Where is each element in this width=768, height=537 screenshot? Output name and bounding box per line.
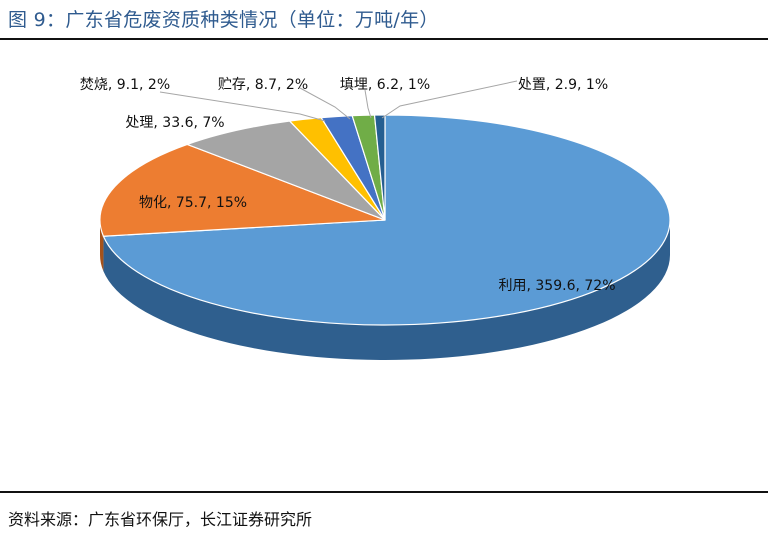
data-label-贮存: 贮存, 8.7, 2% <box>218 77 308 93</box>
data-label-处理: 处理, 33.6, 7% <box>125 115 224 131</box>
top-divider <box>0 38 768 40</box>
leader-line-焚烧 <box>159 91 326 122</box>
pie-slice-物化 <box>99 143 386 237</box>
chart-title: 图 9：广东省危废资质种类情况（单位：万吨/年） <box>8 9 439 31</box>
leader-line-处置 <box>381 80 518 119</box>
pie-chart: 利用, 359.6, 72% 物化, 75.7, 15% 处理, 33.6, 7% 焚… <box>0 40 768 488</box>
pie-slices <box>99 114 671 326</box>
pie-slice-利用 <box>102 114 671 326</box>
data-label-处置: 处置, 2.9, 1% <box>518 77 608 93</box>
bottom-divider <box>0 491 768 493</box>
leader-line-填埋 <box>364 89 372 119</box>
pie-chart-svg: 利用, 359.6, 72% 物化, 75.7, 15% 处理, 33.6, 7% 焚… <box>80 77 671 361</box>
data-label-利用: 利用, 359.6, 72% <box>499 278 616 294</box>
source-note: 资料来源：广东省环保厅，长江证券研究所 <box>8 510 313 529</box>
data-label-焚烧: 焚烧, 9.1, 2% <box>80 77 170 93</box>
pie-side-1 <box>100 220 104 272</box>
pie-labels: 利用, 359.6, 72% 物化, 75.7, 15% 处理, 33.6, 7% 焚… <box>80 77 616 294</box>
pie-slice-处置 <box>373 114 386 221</box>
pie-side-0 <box>103 220 671 361</box>
data-label-填埋: 填埋, 6.2, 1% <box>340 77 430 93</box>
data-label-物化: 物化, 75.7, 15% <box>139 195 247 211</box>
leader-line-贮存 <box>299 87 351 120</box>
pie-side-walls <box>100 220 671 361</box>
pie-slice-处理 <box>185 120 386 221</box>
